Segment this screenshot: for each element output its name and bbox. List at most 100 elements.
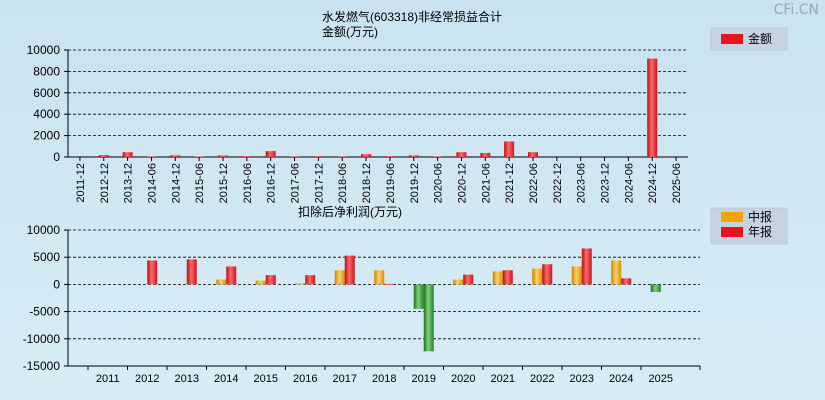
chart2-legend-label: 中报 <box>748 209 772 224</box>
chart2-bar-annual <box>502 270 513 285</box>
chart1-bar <box>432 156 443 157</box>
chart1-bar <box>528 152 538 157</box>
chart1-bar <box>289 156 300 157</box>
chart2-ytick-label: 0 <box>53 277 60 291</box>
chart2-bar-interim <box>453 279 464 285</box>
chart2-bar-interim <box>571 266 582 285</box>
chart2-bar-annual <box>305 275 316 285</box>
chart1-xtick-label: 2023-06 <box>576 163 588 203</box>
chart2-bar-interim <box>255 280 266 285</box>
chart1-xtick-label: 2021-06 <box>480 163 492 203</box>
chart1-xtick-label: 2024-06 <box>623 163 635 203</box>
chart1-xtick-label: 2021-12 <box>504 163 516 203</box>
chart1-legend-box <box>710 27 788 51</box>
chart2-xtick-label: 2025 <box>649 373 673 385</box>
chart1-xtick-label: 2023-12 <box>600 163 612 203</box>
chart2-xtick-label: 2021 <box>491 373 515 385</box>
chart1-xtick-label: 2022-06 <box>528 163 540 203</box>
chart1-bar <box>313 156 324 157</box>
chart1-bar <box>361 154 372 157</box>
chart1-bar <box>218 155 228 157</box>
chart2-bar-interim <box>492 271 503 285</box>
chart2-ytick-label: -5000 <box>29 305 60 319</box>
chart2-xtick-label: 2015 <box>254 373 278 385</box>
chart2-bar-annual <box>542 264 553 285</box>
chart2-bar-interim <box>611 260 622 285</box>
chart2-xtick-label: 2011 <box>96 373 120 385</box>
chart1-ytick-label: 2000 <box>33 129 60 143</box>
chart1-xtick-label: 2024-12 <box>647 163 659 203</box>
chart1-ytick-label: 0 <box>53 150 60 164</box>
chart1-xtick-label: 2019-12 <box>409 163 421 203</box>
chart2-bar-interim <box>216 279 227 285</box>
chart1-xtick-label: 2017-06 <box>290 163 302 203</box>
chart1-xtick-label: 2014-06 <box>146 163 158 203</box>
chart1-ytick-label: 10000 <box>27 43 61 57</box>
chart2-ytick-label: 5000 <box>33 250 60 264</box>
chart1-ytick-label: 8000 <box>33 64 60 78</box>
chart1-xtick-label: 2018-06 <box>337 163 349 203</box>
chart1-subtitle: 金额(万元) <box>322 24 378 39</box>
chart2-bar-annual <box>384 283 395 285</box>
chart2-bar-annual <box>147 260 158 285</box>
chart2-bar-annual <box>265 275 276 285</box>
chart2-bar-annual <box>423 284 434 352</box>
chart2-legend-label: 年报 <box>748 224 772 239</box>
chart1-legend-swatch <box>721 34 743 44</box>
chart2-bar-interim <box>650 284 661 293</box>
chart1-bar <box>647 58 658 158</box>
chart2-bar-annual <box>581 248 592 285</box>
chart1-xtick-label: 2022-12 <box>552 163 564 203</box>
chart1-bar <box>98 155 109 157</box>
chart2-xtick-label: 2017 <box>333 373 357 385</box>
chart2-bar-annual <box>186 259 197 285</box>
chart1-xtick-label: 2018-12 <box>361 163 373 203</box>
chart1-xtick-label: 2020-12 <box>456 163 468 203</box>
chart2-bar-annual <box>463 274 474 285</box>
chart2-xtick-label: 2014 <box>214 373 238 385</box>
chart2-bar-interim <box>374 270 385 285</box>
chart2-bar-annual <box>621 278 632 285</box>
chart2-bar-interim <box>334 270 345 285</box>
chart1-ytick-label: 6000 <box>33 86 60 100</box>
chart2-bar-annual <box>226 266 237 285</box>
chart2-xtick-label: 2016 <box>293 373 317 385</box>
chart1-bar <box>170 155 181 157</box>
chart2-xtick-label: 2019 <box>412 373 436 385</box>
chart2-ytick-label: -15000 <box>23 359 61 373</box>
chart1-xtick-label: 2012-12 <box>99 163 111 203</box>
chart2-bar-annual <box>344 255 355 285</box>
chart1-bar <box>146 156 157 157</box>
chart2-bar-interim <box>413 284 424 309</box>
chart1-bar <box>504 141 515 157</box>
chart2-xtick-label: 2012 <box>135 373 159 385</box>
chart1-xtick-label: 2014-12 <box>170 163 182 203</box>
chart1-bar <box>384 156 395 157</box>
chart1-bar <box>194 156 205 157</box>
chart1-xtick-label: 2017-12 <box>313 163 325 203</box>
chart1-xtick-label: 2025-06 <box>671 163 683 203</box>
chart1-bar <box>408 155 419 157</box>
chart1-bar <box>265 151 276 157</box>
chart1-ytick-label: 4000 <box>33 107 60 121</box>
chart1-xtick-label: 2019-06 <box>385 163 397 203</box>
chart1-xtick-label: 2016-06 <box>242 163 254 203</box>
chart1-xtick-label: 2015-06 <box>194 163 206 203</box>
chart2-xtick-label: 2018 <box>372 373 396 385</box>
chart1-bar <box>456 152 467 157</box>
chart1-xtick-label: 2013-12 <box>123 163 135 203</box>
chart1-xtick-label: 2016-12 <box>266 163 278 203</box>
chart2-bar-interim <box>295 283 306 285</box>
chart1-title: 水发燃气(603318)非经常损益合计 <box>322 9 502 24</box>
chart2-xtick-label: 2024 <box>609 373 633 385</box>
watermark: CFi.CN <box>773 2 819 18</box>
chart2-legend-swatch <box>721 227 743 237</box>
chart2-xtick-label: 2013 <box>175 373 199 385</box>
chart2-title: 扣除后净利润(万元) <box>298 204 402 219</box>
chart1-bar <box>122 152 133 157</box>
chart1-bar <box>241 156 252 157</box>
chart2-ytick-label: 10000 <box>27 223 61 237</box>
chart2-xtick-label: 2023 <box>570 373 594 385</box>
chart1-xtick-label: 2015-12 <box>218 163 230 203</box>
